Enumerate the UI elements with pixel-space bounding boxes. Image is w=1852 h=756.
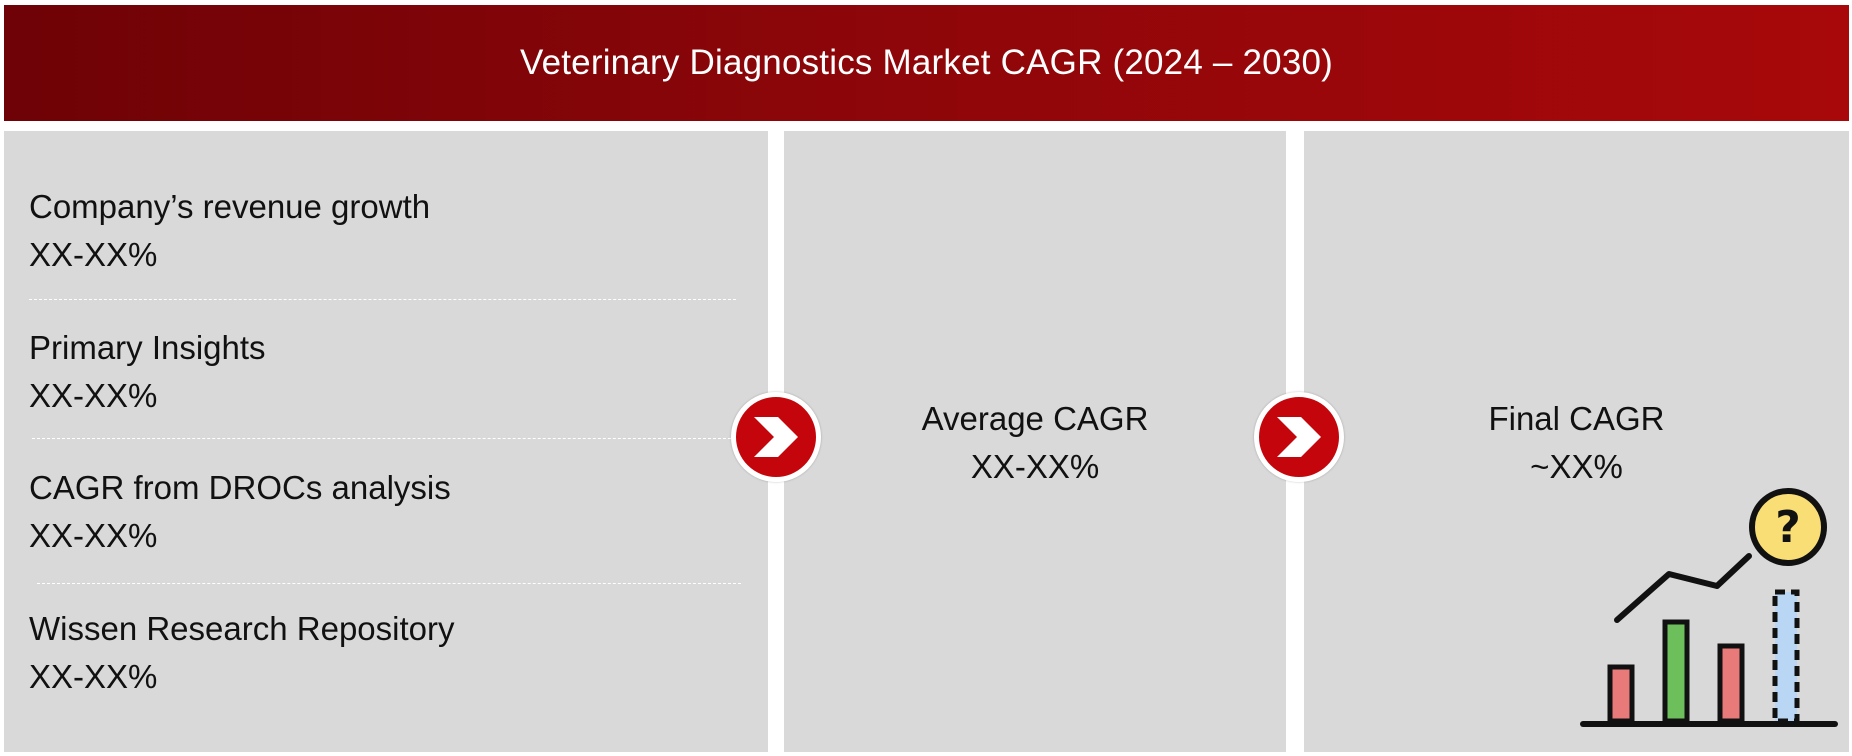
source-value: XX-XX%	[29, 377, 158, 414]
source-item: Wissen Research Repository XX-XX%	[29, 605, 455, 701]
average-panel: Average CAGR XX-XX%	[784, 131, 1286, 752]
title-banner: Veterinary Diagnostics Market CAGR (2024…	[4, 5, 1849, 121]
final-block: Final CAGR ~XX%	[1304, 395, 1849, 491]
final-value: ~XX%	[1530, 448, 1623, 485]
source-value: XX-XX%	[29, 658, 158, 695]
average-label: Average CAGR	[921, 400, 1149, 437]
question-badge-icon: ?	[1749, 488, 1827, 566]
divider	[29, 299, 736, 300]
source-label: CAGR from DROCs analysis	[29, 469, 451, 506]
divider	[32, 438, 736, 439]
average-value: XX-XX%	[970, 448, 1100, 485]
source-value: XX-XX%	[29, 236, 158, 273]
source-label: Wissen Research Repository	[29, 610, 455, 647]
source-item: Company’s revenue growth XX-XX%	[29, 183, 430, 279]
final-panel: Final CAGR ~XX%	[1304, 131, 1849, 752]
sources-panel: Company’s revenue growth XX-XX% Primary …	[4, 131, 768, 752]
source-label: Company’s revenue growth	[29, 188, 431, 225]
chevron-right-icon	[1254, 392, 1344, 482]
divider	[37, 583, 741, 584]
page-title: Veterinary Diagnostics Market CAGR (2024…	[519, 43, 1334, 82]
growth-chart-question-icon: ?	[1580, 488, 1838, 727]
average-block: Average CAGR XX-XX%	[784, 395, 1286, 491]
source-item: CAGR from DROCs analysis XX-XX%	[29, 464, 451, 560]
source-item: Primary Insights XX-XX%	[29, 324, 266, 420]
question-mark-text: ?	[1775, 502, 1801, 553]
final-label: Final CAGR	[1488, 400, 1665, 437]
chevron-right-icon	[731, 392, 821, 482]
source-label: Primary Insights	[29, 329, 266, 366]
source-value: XX-XX%	[29, 517, 158, 554]
